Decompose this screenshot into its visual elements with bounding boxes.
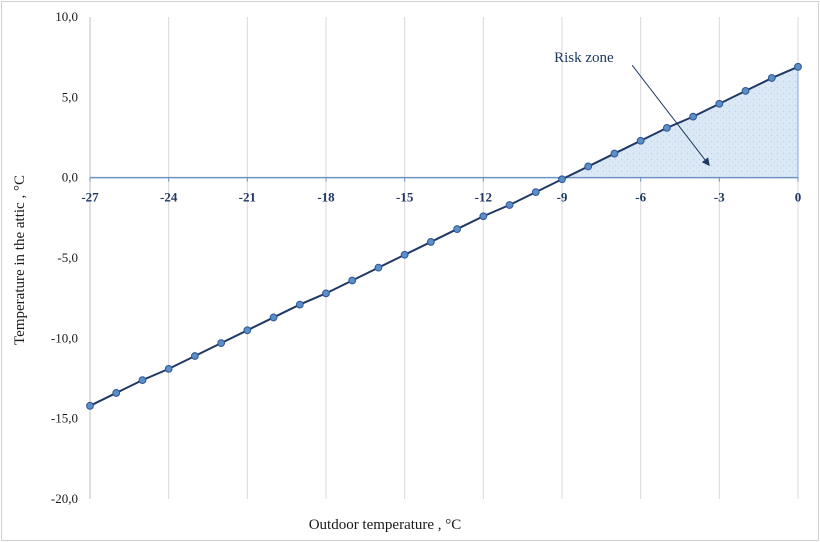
data-point-9 bbox=[322, 289, 330, 298]
y-tick-label-5: -15,0 bbox=[51, 411, 78, 426]
x-axis-title: Outdoor temperature , °C bbox=[309, 517, 462, 533]
annotation-arrow-0 bbox=[631, 64, 710, 167]
data-point-21 bbox=[636, 136, 645, 145]
x-tick-label-7: -6 bbox=[635, 190, 646, 205]
data-point-2 bbox=[138, 376, 147, 385]
x-tick-label-9: 0 bbox=[795, 190, 802, 205]
axes bbox=[89, 17, 799, 499]
data-point-11 bbox=[374, 263, 383, 272]
data-point-3 bbox=[164, 364, 173, 373]
x-tick-label-0: -27 bbox=[81, 190, 99, 205]
y-tick-labels: 10,0 5,0 0,0 -5,0 -10,0 -15,0 -20,0 bbox=[51, 9, 78, 506]
data-point-4 bbox=[190, 352, 199, 360]
y-tick-label-0: 10,0 bbox=[55, 9, 78, 24]
data-point-5 bbox=[217, 339, 226, 348]
data-point-17 bbox=[531, 188, 540, 197]
y-axis-title: Temperature in the attic , °C bbox=[12, 175, 28, 345]
x-tick-label-4: -15 bbox=[396, 190, 414, 205]
data-point-27 bbox=[794, 62, 802, 71]
data-point-26 bbox=[767, 74, 776, 82]
data-point-23 bbox=[689, 112, 698, 121]
series-polyline bbox=[89, 65, 799, 407]
data-point-6 bbox=[243, 326, 252, 335]
data-point-10 bbox=[348, 276, 357, 285]
y-tick-label-3: -5,0 bbox=[57, 250, 78, 265]
data-point-20 bbox=[610, 149, 619, 158]
x-tick-labels: -27 -24 -21 -18 -15 -12 -9 -6 -3 0 bbox=[81, 190, 801, 205]
y-tick-label-4: -10,0 bbox=[51, 330, 78, 345]
data-point-8 bbox=[295, 300, 304, 309]
data-point-25 bbox=[741, 87, 750, 95]
data-point-16 bbox=[505, 201, 514, 209]
y-tick-label-2: 0,0 bbox=[62, 170, 78, 185]
x-tick-label-3: -18 bbox=[317, 190, 335, 205]
grid-lines bbox=[89, 17, 799, 499]
annotation-label-0: Risk zone bbox=[554, 50, 614, 66]
data-point-19 bbox=[584, 162, 593, 171]
data-point-1 bbox=[112, 389, 121, 397]
data-point-18 bbox=[558, 175, 566, 184]
data-point-24 bbox=[715, 99, 724, 108]
data-point-7 bbox=[269, 313, 278, 322]
data-point-13 bbox=[426, 238, 435, 246]
y-tick-label-1: 5,0 bbox=[62, 89, 78, 104]
data-point-12 bbox=[400, 250, 409, 259]
x-tick-label-2: -21 bbox=[239, 190, 256, 205]
data-point-22 bbox=[662, 123, 671, 132]
annotations: Risk zone bbox=[554, 50, 710, 167]
x-tick-label-6: -9 bbox=[557, 190, 568, 205]
x-tick-label-5: -12 bbox=[475, 190, 492, 205]
data-point-15 bbox=[479, 212, 488, 221]
data-point-14 bbox=[453, 225, 462, 233]
y-tick-label-6: -20,0 bbox=[51, 491, 78, 506]
x-tick-label-8: -3 bbox=[714, 190, 725, 205]
x-tick-label-1: -24 bbox=[160, 190, 178, 205]
series-line bbox=[89, 65, 799, 407]
series-markers bbox=[86, 62, 802, 410]
data-point-0 bbox=[86, 401, 94, 410]
